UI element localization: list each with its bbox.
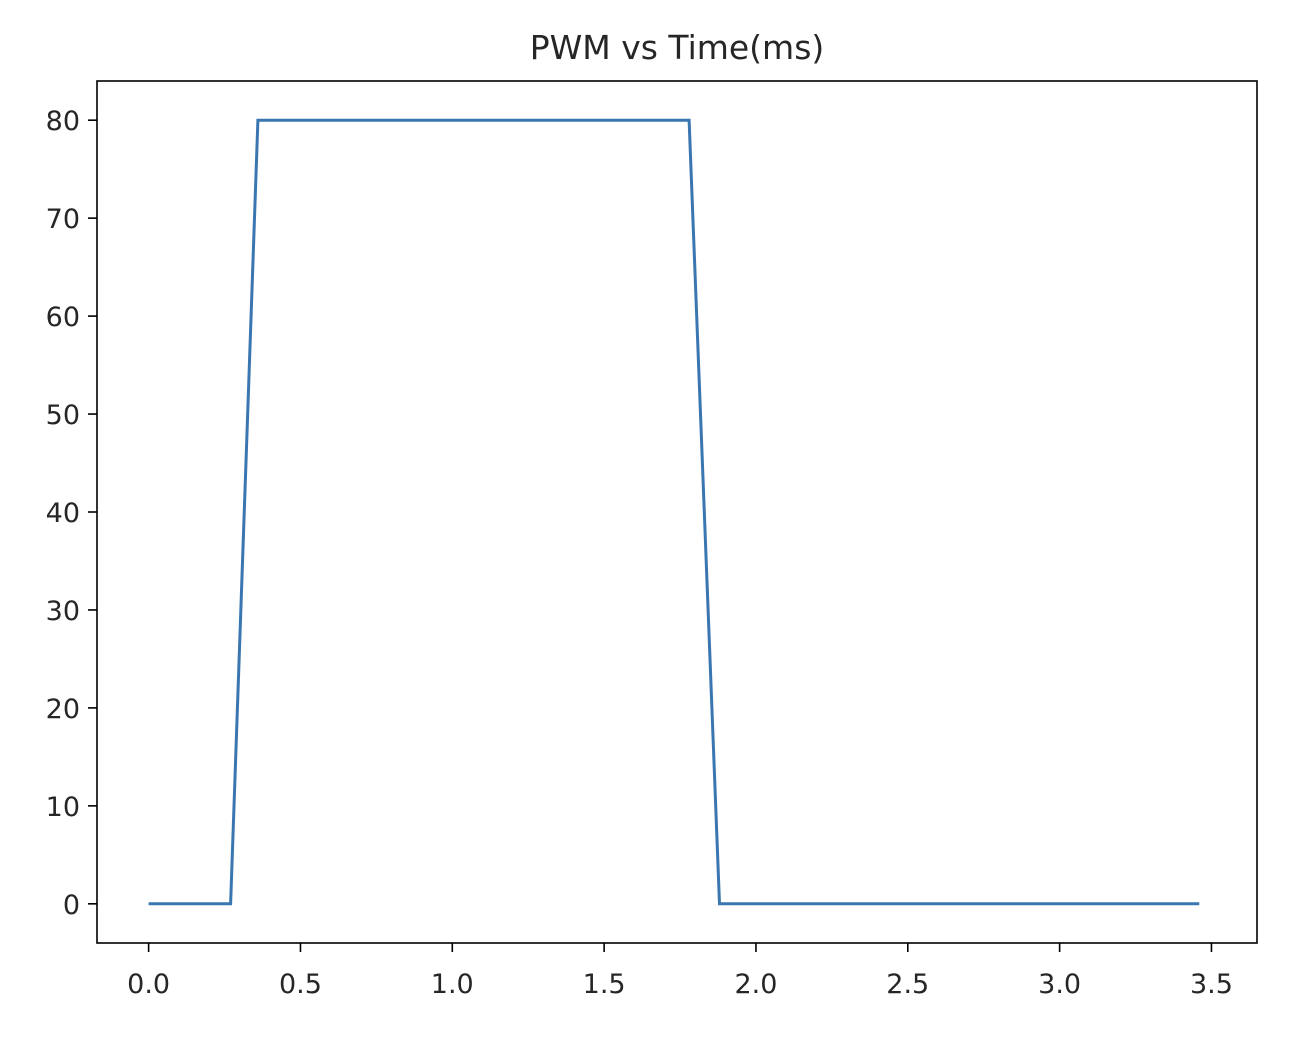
y-tick-label: 0 — [63, 890, 80, 921]
y-tick-label: 40 — [46, 498, 80, 529]
x-axis: 0.0 0.5 1.0 1.5 2.0 2.5 3.0 3.5 — [127, 943, 1233, 1000]
y-tick-label: 10 — [46, 792, 80, 823]
series-line-0 — [148, 118, 1200, 906]
y-tick-label: 30 — [46, 596, 80, 627]
x-tick-label: 1.0 — [431, 969, 474, 1000]
y-tick-label: 60 — [46, 302, 80, 333]
x-tick-label: 0.0 — [127, 969, 170, 1000]
x-tick-label: 0.5 — [279, 969, 322, 1000]
x-tick-label: 1.5 — [583, 969, 626, 1000]
y-tick-label: 80 — [46, 106, 80, 137]
x-tick-label: 2.0 — [734, 969, 777, 1000]
y-axis: 0 10 20 30 40 50 60 70 80 — [46, 106, 97, 921]
x-tick-label: 3.0 — [1038, 969, 1081, 1000]
x-tick-label: 2.5 — [886, 969, 929, 1000]
y-tick-label: 70 — [46, 204, 80, 235]
y-tick-label: 20 — [46, 694, 80, 725]
y-tick-label: 50 — [46, 400, 80, 431]
x-tick-label: 3.5 — [1190, 969, 1233, 1000]
plot-area-frame — [96, 80, 1258, 944]
series-layer — [148, 118, 1200, 906]
chart-title: PWM vs Time(ms) — [530, 28, 825, 67]
